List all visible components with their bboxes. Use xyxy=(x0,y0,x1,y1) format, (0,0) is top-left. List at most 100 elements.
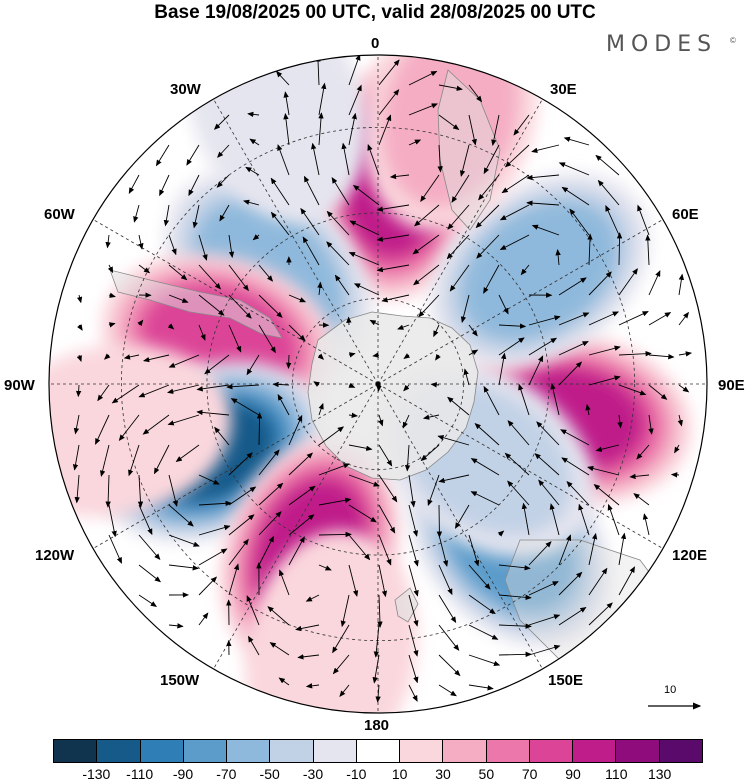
reference-vector-label: 10 xyxy=(664,684,677,696)
wind-vector xyxy=(283,91,290,116)
colorbar-cell xyxy=(313,740,357,762)
wind-vector xyxy=(438,534,449,567)
colorbar-tick-label: 130 xyxy=(647,766,672,782)
colorbar xyxy=(53,739,703,763)
wind-vector xyxy=(438,594,457,624)
wind-vector xyxy=(408,624,419,657)
wind-vector xyxy=(403,353,411,360)
wind-vector xyxy=(228,538,249,566)
wind-vector xyxy=(648,312,672,326)
wind-vector xyxy=(617,414,623,429)
wind-vector xyxy=(247,111,260,118)
colorbar-tick-label: -10 xyxy=(346,766,367,782)
wind-vector xyxy=(438,684,457,697)
wind-vector xyxy=(331,177,350,206)
wind-vector xyxy=(167,384,200,394)
wind-vector xyxy=(468,534,480,567)
wind-vector xyxy=(566,481,590,506)
wind-vector xyxy=(143,354,170,363)
wind-vector xyxy=(678,351,693,357)
wind-vector xyxy=(318,402,324,416)
wind-vector xyxy=(375,684,381,703)
wind-vector xyxy=(168,504,194,527)
label-90w: 90W xyxy=(4,377,35,394)
wind-vector xyxy=(526,174,560,181)
latitude-circle xyxy=(120,126,636,642)
wind-vector xyxy=(168,354,200,368)
wind-vector xyxy=(381,294,410,303)
anomaly-layer xyxy=(49,55,692,713)
wind-vector xyxy=(677,414,683,427)
wind-vector xyxy=(408,474,416,508)
wind-vector xyxy=(498,564,531,571)
wind-vector xyxy=(334,274,350,296)
wind-vector xyxy=(228,563,240,596)
wind-vector xyxy=(588,311,620,326)
wind-vector xyxy=(528,315,561,326)
meridian-line xyxy=(213,383,379,670)
wind-vector xyxy=(318,497,352,506)
wind-vector xyxy=(460,294,470,323)
wind-vector xyxy=(420,444,440,462)
wind-vector xyxy=(447,396,470,416)
wind-vector xyxy=(303,175,320,206)
wind-vector xyxy=(578,503,590,536)
wind-vector xyxy=(133,204,140,223)
wind-vector xyxy=(168,234,177,256)
wind-vector xyxy=(408,564,419,597)
wind-vector xyxy=(404,444,411,472)
latitude-circle xyxy=(206,212,550,556)
wind-vector xyxy=(272,381,290,388)
wind-vector xyxy=(636,444,650,460)
wind-vector xyxy=(279,569,290,596)
wind-vector xyxy=(597,179,620,206)
wind-vector xyxy=(618,311,649,326)
wind-vector xyxy=(538,479,560,506)
wind-vector xyxy=(438,624,460,651)
wind-vector xyxy=(446,234,470,260)
wind-vector xyxy=(435,353,441,361)
colorbar-cell xyxy=(54,740,98,762)
wind-vector xyxy=(138,534,161,560)
wind-vector xyxy=(288,452,313,476)
map-title: Base 19/08/2025 00 UTC, valid 28/08/2025… xyxy=(154,2,596,23)
wind-vector xyxy=(520,264,530,276)
wind-vector xyxy=(196,384,230,392)
wind-vector xyxy=(288,414,303,446)
wind-vector xyxy=(175,444,200,463)
wind-vector xyxy=(108,322,116,328)
wind-vector xyxy=(318,564,332,571)
wind-vector xyxy=(497,530,505,537)
wind-vector xyxy=(159,174,170,197)
wind-vector xyxy=(214,426,230,446)
wind-vector xyxy=(95,414,110,445)
wind-vector xyxy=(678,384,690,393)
wind-vector xyxy=(138,504,153,536)
wind-vector xyxy=(318,426,345,446)
wind-vector xyxy=(498,651,532,658)
wind-vector xyxy=(219,204,230,222)
wind-vector xyxy=(348,112,357,146)
wind-vector xyxy=(558,277,587,296)
south-pole-marker xyxy=(375,381,381,387)
wind-vector xyxy=(513,114,530,136)
colorbar-cell xyxy=(659,740,702,762)
wind-vector xyxy=(213,114,230,130)
colorbar-cell xyxy=(616,740,660,762)
wind-vector xyxy=(587,233,593,266)
colorbar-tick-label: -130 xyxy=(82,766,111,782)
wind-vector xyxy=(340,594,350,628)
wind-vector xyxy=(228,294,252,319)
wind-vector xyxy=(295,624,320,632)
label-180: 180 xyxy=(364,717,390,734)
wind-vector xyxy=(228,514,255,536)
wind-vector xyxy=(226,384,260,390)
colorbar-cell xyxy=(270,740,314,762)
south-america-landmass xyxy=(109,269,283,339)
wind-vector xyxy=(246,595,260,626)
wind-vector xyxy=(468,324,478,337)
wind-vector xyxy=(228,452,253,476)
wind-vector xyxy=(311,142,320,176)
wind-vector xyxy=(318,112,324,146)
wind-vector xyxy=(168,264,188,281)
